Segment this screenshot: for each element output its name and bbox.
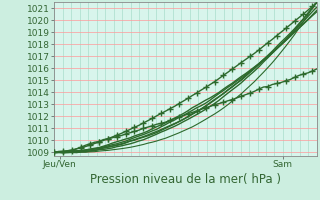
X-axis label: Pression niveau de la mer( hPa ): Pression niveau de la mer( hPa ) (90, 173, 281, 186)
